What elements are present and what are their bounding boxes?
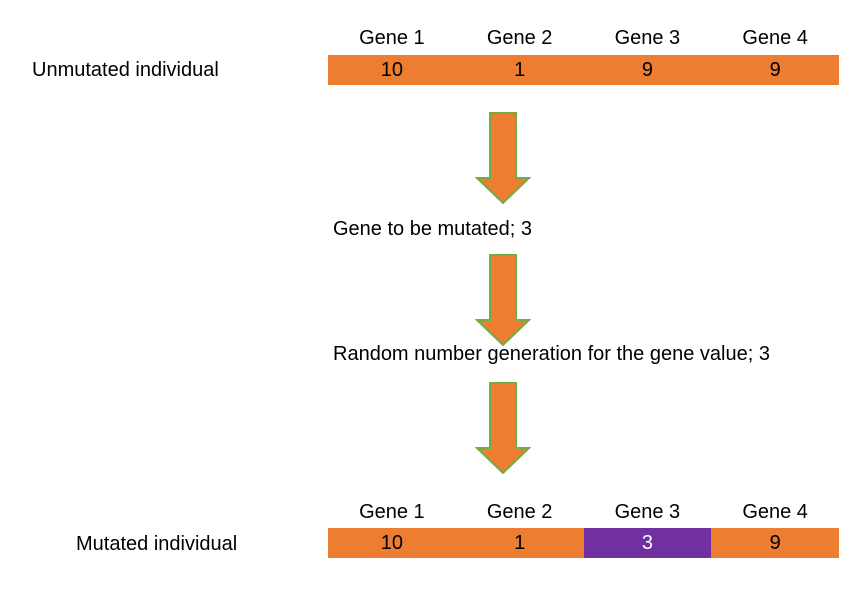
mutated-chromosome: 10 1 3 9 xyxy=(328,528,839,558)
arrow-down-icon xyxy=(475,112,531,204)
mutated-gene-headers: Gene 1 Gene 2 Gene 3 Gene 4 xyxy=(328,500,839,524)
gene-cell: 10 xyxy=(380,532,403,554)
unmutated-gene-headers: Gene 1 Gene 2 Gene 3 Gene 4 xyxy=(328,26,839,50)
gene-header: Gene 4 xyxy=(742,27,808,49)
gene-cell: 9 xyxy=(641,59,653,81)
gene-cell: 1 xyxy=(514,532,526,554)
gene-cell: 9 xyxy=(769,59,781,81)
gene-cell: 10 xyxy=(380,59,403,81)
gene-header: Gene 3 xyxy=(614,27,681,49)
mutated-gene-cell: 3 xyxy=(583,528,712,558)
gene-cell: 9 xyxy=(769,532,781,554)
mutation-gene-selection-step: Gene to be mutated; 3 xyxy=(333,218,533,240)
gene-cell: 1 xyxy=(514,59,526,81)
mutated-individual-label: Mutated individual xyxy=(76,533,238,555)
gene-header: Gene 1 xyxy=(359,501,425,523)
arrow-down-icon xyxy=(475,254,531,346)
gene-header: Gene 2 xyxy=(486,501,553,523)
random-value-generation-step: Random number generation for the gene va… xyxy=(333,343,770,365)
gene-header: Gene 4 xyxy=(742,501,808,523)
unmutated-chromosome: 10 1 9 9 xyxy=(328,55,839,85)
gene-header: Gene 1 xyxy=(359,27,425,49)
gene-header: Gene 2 xyxy=(486,27,553,49)
gene-header: Gene 3 xyxy=(614,501,681,523)
arrow-down-icon xyxy=(475,382,531,474)
unmutated-individual-label: Unmutated individual xyxy=(32,59,219,81)
